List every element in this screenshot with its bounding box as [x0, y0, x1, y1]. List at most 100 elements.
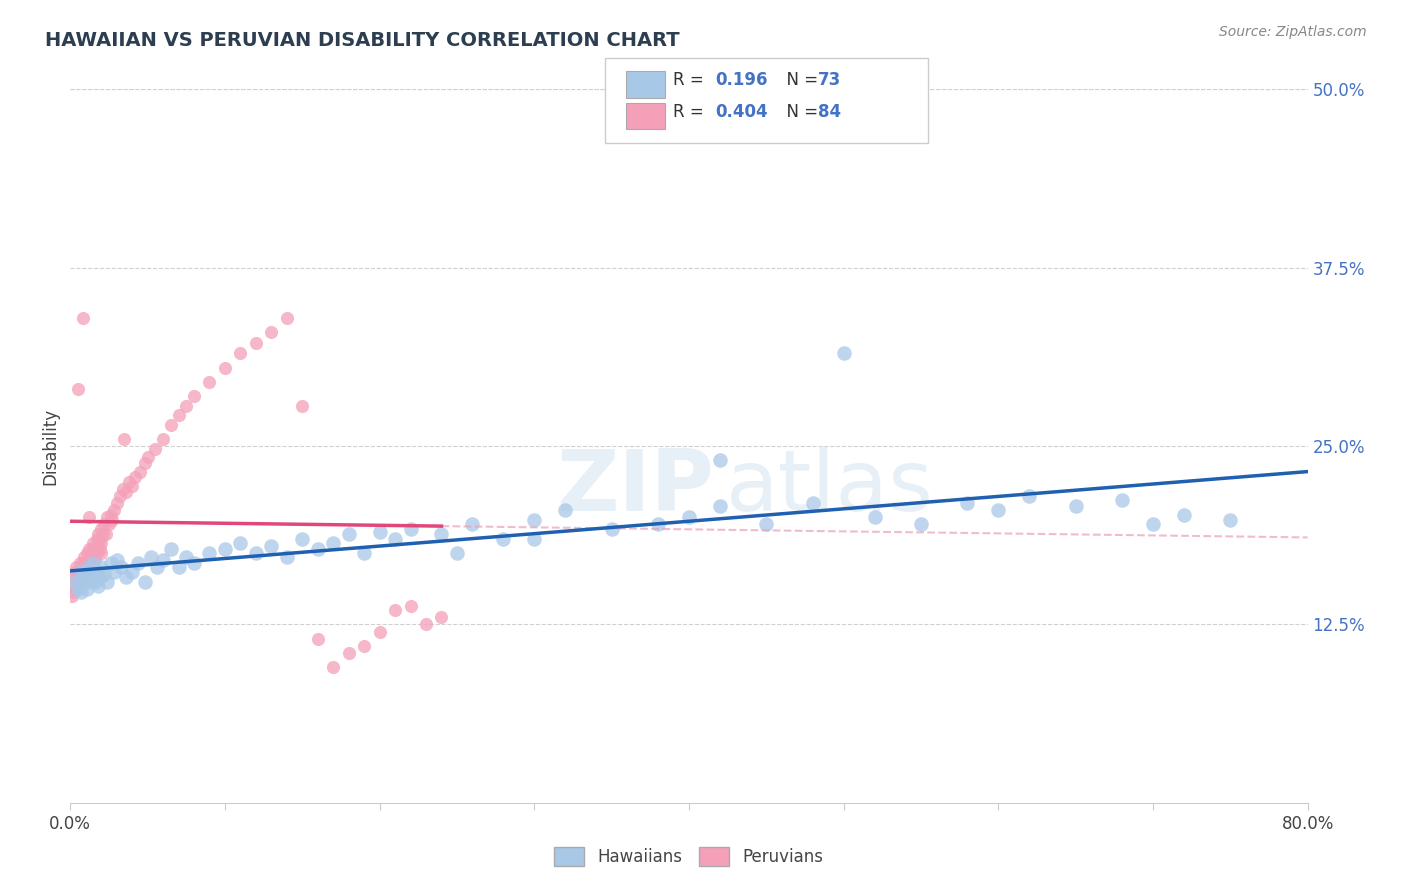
- Point: [160, 417, 183, 432]
- Text: 73: 73: [818, 71, 842, 89]
- Point: [65, 560, 87, 574]
- Text: 84: 84: [818, 103, 841, 120]
- Point: [108, 489, 131, 503]
- Point: [75, 556, 97, 570]
- Point: [100, 556, 122, 570]
- Text: R =: R =: [673, 71, 714, 89]
- Point: [90, 522, 112, 536]
- Point: [86, 532, 108, 546]
- Point: [91, 527, 114, 541]
- Point: [75, 567, 97, 582]
- Point: [229, 536, 252, 550]
- Point: [910, 517, 932, 532]
- Point: [307, 541, 329, 556]
- Point: [291, 532, 314, 546]
- Text: Source: ZipAtlas.com: Source: ZipAtlas.com: [1219, 25, 1367, 39]
- Point: [160, 541, 183, 556]
- Point: [229, 346, 252, 360]
- Point: [129, 465, 152, 479]
- Point: [214, 360, 236, 375]
- Point: [134, 456, 156, 470]
- Text: N =: N =: [776, 71, 824, 89]
- Point: [461, 517, 484, 532]
- Point: [72, 570, 94, 584]
- Point: [353, 546, 375, 560]
- Point: [75, 565, 97, 579]
- Point: [72, 570, 94, 584]
- Text: atlas: atlas: [725, 446, 934, 529]
- Point: [63, 574, 86, 589]
- Point: [62, 570, 84, 584]
- Point: [63, 574, 86, 589]
- Point: [105, 496, 128, 510]
- Point: [134, 574, 156, 589]
- Point: [276, 550, 298, 565]
- Point: [77, 560, 100, 574]
- Point: [87, 527, 110, 541]
- Point: [90, 536, 112, 550]
- Point: [76, 565, 98, 579]
- Point: [399, 522, 422, 536]
- Point: [84, 553, 107, 567]
- Text: HAWAIIAN VS PERUVIAN DISABILITY CORRELATION CHART: HAWAIIAN VS PERUVIAN DISABILITY CORRELAT…: [45, 31, 679, 50]
- Point: [1064, 499, 1087, 513]
- Legend: Hawaiians, Peruvians: Hawaiians, Peruvians: [547, 840, 831, 873]
- Point: [77, 510, 100, 524]
- Point: [245, 546, 267, 560]
- Point: [70, 574, 93, 589]
- Point: [1173, 508, 1195, 522]
- Point: [1018, 489, 1040, 503]
- Point: [139, 550, 162, 565]
- Point: [174, 550, 197, 565]
- Point: [70, 584, 93, 599]
- Point: [709, 499, 731, 513]
- Point: [198, 546, 221, 560]
- Point: [72, 556, 94, 570]
- Point: [77, 541, 100, 556]
- Point: [145, 442, 166, 456]
- Point: [415, 617, 437, 632]
- Point: [77, 556, 100, 570]
- Point: [260, 539, 283, 553]
- Point: [100, 508, 122, 522]
- Point: [183, 389, 205, 403]
- Text: ZIP: ZIP: [555, 446, 714, 529]
- Point: [84, 574, 107, 589]
- Point: [121, 565, 143, 579]
- Point: [94, 527, 117, 541]
- Point: [152, 553, 174, 567]
- Point: [67, 582, 90, 596]
- Point: [62, 584, 84, 599]
- Point: [76, 582, 98, 596]
- Point: [63, 565, 86, 579]
- Point: [89, 541, 111, 556]
- Point: [523, 532, 546, 546]
- Point: [69, 570, 91, 584]
- Text: 0.404: 0.404: [716, 103, 768, 120]
- Point: [82, 536, 105, 550]
- Point: [69, 565, 91, 579]
- Point: [167, 408, 190, 422]
- Point: [84, 541, 107, 556]
- Point: [80, 556, 103, 570]
- Point: [82, 556, 105, 570]
- Point: [103, 503, 125, 517]
- Point: [276, 310, 298, 325]
- Point: [87, 579, 110, 593]
- Point: [60, 589, 83, 603]
- Point: [755, 517, 778, 532]
- Point: [430, 610, 453, 624]
- Point: [73, 574, 96, 589]
- Point: [93, 567, 115, 582]
- Point: [198, 375, 221, 389]
- Point: [90, 560, 112, 574]
- Point: [174, 399, 197, 413]
- Point: [70, 565, 93, 579]
- Text: N =: N =: [776, 103, 824, 120]
- Point: [103, 565, 125, 579]
- Point: [114, 432, 135, 446]
- Point: [96, 574, 118, 589]
- Point: [72, 310, 94, 325]
- Point: [79, 560, 101, 574]
- Point: [121, 479, 143, 493]
